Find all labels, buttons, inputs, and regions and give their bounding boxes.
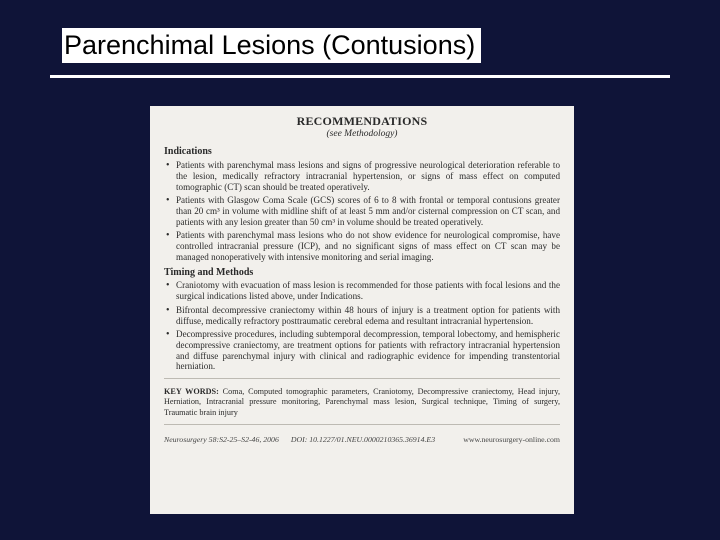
indications-list: Patients with parenchymal mass lesions a… — [164, 160, 560, 262]
recommendations-panel: RECOMMENDATIONS (see Methodology) Indica… — [150, 106, 574, 514]
title-underline — [50, 75, 670, 78]
divider — [164, 378, 560, 379]
citation-url: www.neurosurgery-online.com — [463, 435, 560, 444]
keywords-label: KEY WORDS: — [164, 387, 219, 396]
section-heading-timing: Timing and Methods — [164, 267, 560, 279]
slide: Parenchimal Lesions (Contusions) RECOMME… — [0, 0, 720, 540]
list-item: Bifrontal decompressive craniectomy with… — [166, 305, 560, 326]
list-item: Patients with parenchymal mass lesions w… — [166, 230, 560, 262]
page-title: Parenchimal Lesions (Contusions) — [62, 28, 481, 63]
keywords-text: Coma, Computed tomographic parameters, C… — [164, 387, 560, 417]
title-area: Parenchimal Lesions (Contusions) — [0, 0, 720, 63]
citation-doi: DOI: 10.1227/01.NEU.0000210365.36914.E3 — [291, 435, 435, 444]
list-item: Craniotomy with evacuation of mass lesio… — [166, 280, 560, 301]
list-item: Decompressive procedures, including subt… — [166, 329, 560, 372]
keywords-block: KEY WORDS: Coma, Computed tomographic pa… — [164, 387, 560, 418]
list-item: Patients with Glasgow Coma Scale (GCS) s… — [166, 195, 560, 227]
citation-journal: Neurosurgery 58:S2-25–S2-46, 2006 — [164, 435, 279, 444]
recommendations-subheading: (see Methodology) — [164, 129, 560, 140]
citation-footer: Neurosurgery 58:S2-25–S2-46, 2006 DOI: 1… — [164, 431, 560, 444]
recommendations-heading: RECOMMENDATIONS — [164, 114, 560, 128]
list-item: Patients with parenchymal mass lesions a… — [166, 160, 560, 192]
divider — [164, 424, 560, 425]
timing-list: Craniotomy with evacuation of mass lesio… — [164, 280, 560, 372]
section-heading-indications: Indications — [164, 146, 560, 158]
